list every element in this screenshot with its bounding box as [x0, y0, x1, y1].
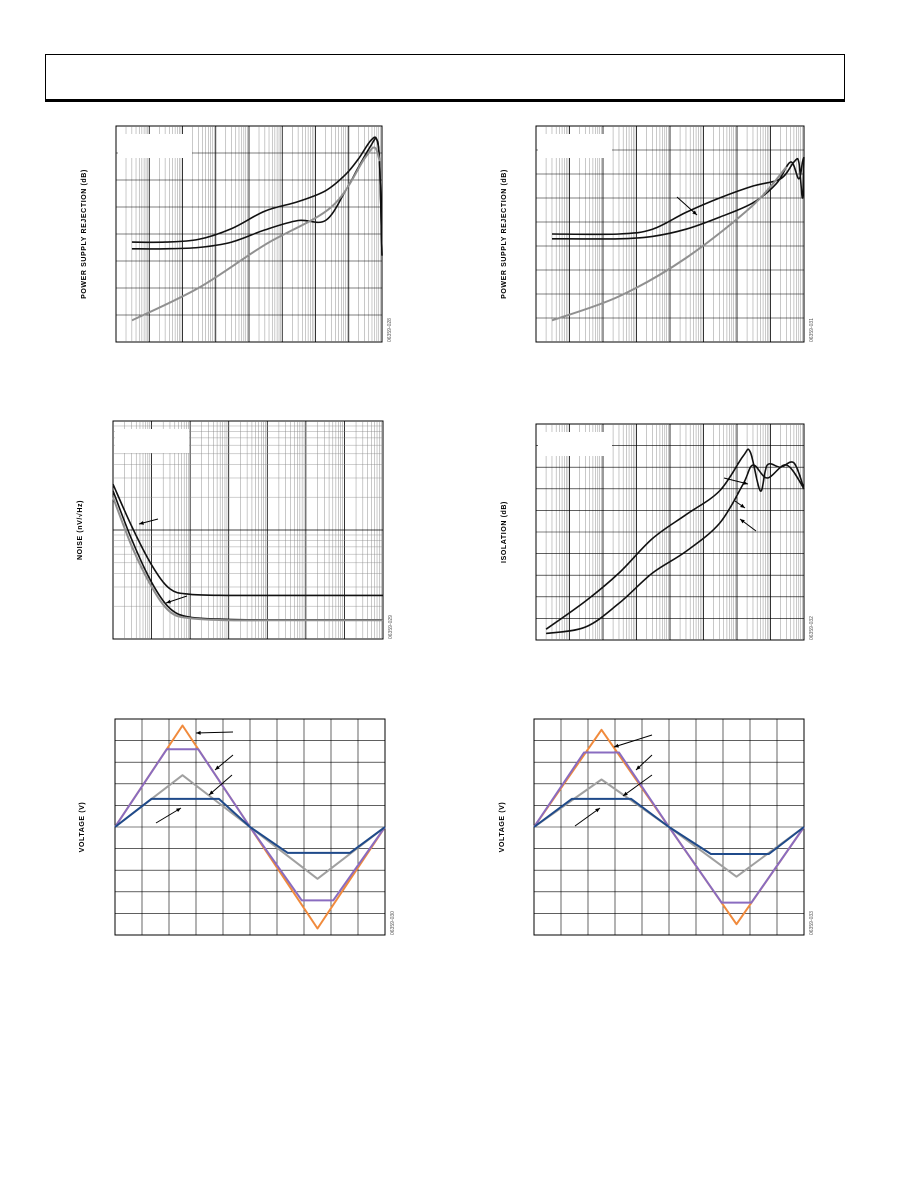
- series-line-4: [533, 797, 805, 855]
- page-header-box: [45, 54, 845, 102]
- y-axis-label: POWER SUPPLY REJECTION (dB): [501, 169, 508, 299]
- annotation-arrow: [622, 774, 653, 797]
- series-line-2: [551, 156, 805, 240]
- y-axis-label: NOISE (nV/√Hz): [76, 500, 84, 560]
- annotation-arrowhead: [623, 791, 628, 796]
- annotation-arrowhead: [740, 519, 745, 524]
- series-line-1: [551, 157, 805, 236]
- chart-voltage-left: VOLTAGE (V) 06359-030: [79, 718, 396, 936]
- y-axis-label: VOLTAGE (V): [79, 802, 86, 853]
- annotation-arrow: [574, 807, 601, 827]
- figure-code: 06359-030: [390, 911, 396, 935]
- legend-patch: [115, 429, 189, 453]
- annotation-arrowhead: [166, 599, 171, 604]
- y-axis-label: VOLTAGE (V): [499, 802, 506, 853]
- annotation-arrowhead: [196, 730, 201, 735]
- figure-code: 06359-028: [387, 318, 393, 342]
- series-line-3: [131, 146, 381, 322]
- legend-patch: [538, 134, 612, 158]
- annotation-arrowhead: [743, 480, 748, 485]
- annotation-arrow: [195, 731, 234, 734]
- figure-code: 06359-031: [809, 318, 815, 342]
- figure-code: 06359-032: [809, 616, 815, 640]
- y-axis-label: POWER SUPPLY REJECTION (dB): [81, 169, 88, 299]
- series-line-4: [114, 797, 386, 854]
- figure-code: 06359-033: [809, 911, 815, 935]
- series-line-2: [545, 464, 805, 635]
- chart-psr-left: POWER SUPPLY REJECTION (dB) 06359-028: [81, 125, 393, 343]
- annotation-arrowhead: [209, 790, 214, 795]
- chart-noise: NOISE (nV/√Hz) 06359-029: [76, 420, 394, 640]
- annotation-arrowhead: [139, 520, 144, 525]
- annotation-arrowhead: [614, 743, 619, 748]
- chart-isolation: ISOLATION (dB) 06359-032: [501, 423, 815, 641]
- annotation-arrowhead: [740, 503, 745, 508]
- annotation-arrow: [613, 734, 653, 748]
- legend-patch: [538, 432, 612, 456]
- annotation-arrows: [138, 196, 757, 827]
- annotation-arrowhead: [215, 765, 220, 770]
- annotation-arrowhead: [595, 808, 600, 813]
- chart-psr-right: POWER SUPPLY REJECTION (dB) 06359-031: [501, 125, 815, 343]
- series-line-1: [112, 483, 383, 597]
- series-line-3: [551, 166, 788, 322]
- annotation-arrowhead: [692, 210, 697, 215]
- series-line-2: [131, 137, 383, 256]
- figure-code: 06359-029: [388, 615, 394, 639]
- chart-voltage-right: VOLTAGE (V) 06359-033: [499, 718, 815, 936]
- annotation-arrow: [155, 807, 182, 824]
- series-line-3: [112, 496, 383, 622]
- annotation-arrowhead: [636, 765, 641, 770]
- y-axis-label: ISOLATION (dB): [501, 501, 508, 563]
- annotation-arrow: [208, 774, 233, 796]
- legend-patch: [118, 134, 192, 158]
- annotation-arrowhead: [176, 808, 181, 813]
